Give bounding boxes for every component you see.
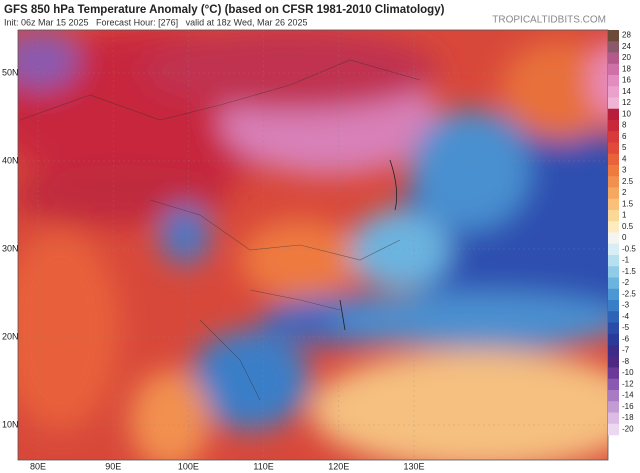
colorbar-swatch [608, 322, 619, 335]
lon-label: 100E [178, 461, 199, 471]
colorbar-label: 16 [622, 76, 631, 85]
lat-label: 20N [2, 331, 19, 341]
colorbar-label: -8 [622, 357, 630, 366]
colorbar-label: -14 [622, 391, 634, 400]
colorbar-swatch [608, 187, 619, 200]
colorbar-label: 2.5 [622, 177, 634, 186]
colorbar-swatch [608, 401, 619, 413]
colorbar-swatch [608, 356, 619, 368]
colorbar-label: 14 [622, 87, 631, 96]
colorbar-label: 18 [622, 64, 631, 73]
colorbar-label: 4 [622, 154, 627, 163]
colorbar-label: 6 [622, 132, 627, 141]
colorbar-label: 10 [622, 109, 631, 118]
colorbar-label: -4 [622, 312, 630, 321]
colorbar-swatch [608, 345, 619, 357]
colorbar-swatch [608, 333, 619, 346]
colorbar-label: -5 [622, 323, 630, 332]
colorbar-swatch [608, 97, 619, 110]
colorbar-swatch [608, 210, 619, 222]
colorbar-swatch [608, 52, 619, 65]
colorbar-label: 1 [622, 211, 627, 220]
lat-label: 50N [2, 67, 19, 77]
subtitle: Init: 06z Mar 15 2025 Forecast Hour: [27… [4, 17, 308, 27]
colorbar-swatch [608, 120, 619, 132]
colorbar-swatch [608, 288, 619, 301]
lon-label: 130E [403, 461, 424, 471]
colorbar-label: -16 [622, 402, 634, 411]
colorbar-swatch [608, 390, 619, 402]
colorbar-swatch [608, 277, 619, 290]
colorbar-label: -2.5 [622, 289, 636, 298]
colorbar-label: 8 [622, 121, 627, 130]
colorbar-label: 20 [622, 53, 631, 62]
colorbar-label: -12 [622, 379, 634, 388]
colorbar-label: 24 [622, 42, 631, 51]
colorbar-swatch [608, 367, 619, 380]
colorbar-label: 1.5 [622, 199, 634, 208]
lon-label: 120E [328, 461, 349, 471]
title: GFS 850 hPa Temperature Anomaly (°C) (ba… [4, 4, 445, 16]
colorbar-swatch [608, 108, 619, 121]
colorbar-label: -3 [622, 301, 630, 310]
lon-label: 80E [30, 461, 46, 471]
colorbar-swatch [608, 131, 619, 143]
colorbar-swatch [608, 63, 619, 76]
lat-lon-grid [18, 30, 608, 460]
colorbar-swatch [608, 300, 619, 312]
colorbar-swatch [608, 30, 619, 42]
colorbar-label: -20 [622, 424, 634, 433]
lat-label: 10N [2, 419, 19, 429]
lat-label: 30N [2, 243, 19, 253]
colorbar-swatch [608, 153, 619, 166]
lat-label: 40N [2, 155, 19, 165]
colorbar-swatch [608, 255, 619, 267]
colorbar-label: -1.5 [622, 267, 636, 276]
colorbar-label: -6 [622, 334, 630, 343]
colorbar-swatch [608, 198, 619, 211]
colorbar-swatch [608, 378, 619, 391]
colorbar-label: 12 [622, 98, 631, 107]
colorbar-swatch [608, 266, 619, 278]
colorbar-swatch [608, 41, 619, 53]
colorbar-swatch [608, 142, 619, 155]
colorbar-swatch [608, 86, 619, 98]
colorbar-swatch [608, 412, 619, 425]
colorbar-swatch [608, 221, 619, 233]
colorbar-swatch [608, 165, 619, 177]
colorbar-label: -1 [622, 256, 630, 265]
colorbar-label: -0.5 [622, 244, 636, 253]
colorbar-swatch [608, 176, 619, 188]
source: TROPICALTIDBITS.COM [492, 15, 606, 26]
colorbar-label: -7 [622, 346, 630, 355]
lon-label: 110E [253, 461, 273, 471]
anomaly-field [18, 30, 608, 460]
lon-label: 90E [105, 461, 121, 471]
colorbar-label: 28 [622, 31, 631, 40]
colorbar-swatch [608, 232, 619, 245]
colorbar-label: -18 [622, 413, 634, 422]
colorbar-label: -10 [622, 368, 634, 377]
colorbar-swatch [608, 75, 619, 87]
colorbar-label: 3 [622, 166, 627, 175]
colorbar-label: -2 [622, 278, 630, 287]
colorbar-swatch [608, 423, 619, 436]
colorbar-swatch [608, 311, 619, 323]
colorbar-label: 0 [622, 233, 627, 242]
colorbar-label: 0.5 [622, 222, 634, 231]
colorbar-label: 2 [622, 188, 627, 197]
colorbar-label: 5 [622, 143, 627, 152]
colorbar-swatch [608, 243, 619, 256]
